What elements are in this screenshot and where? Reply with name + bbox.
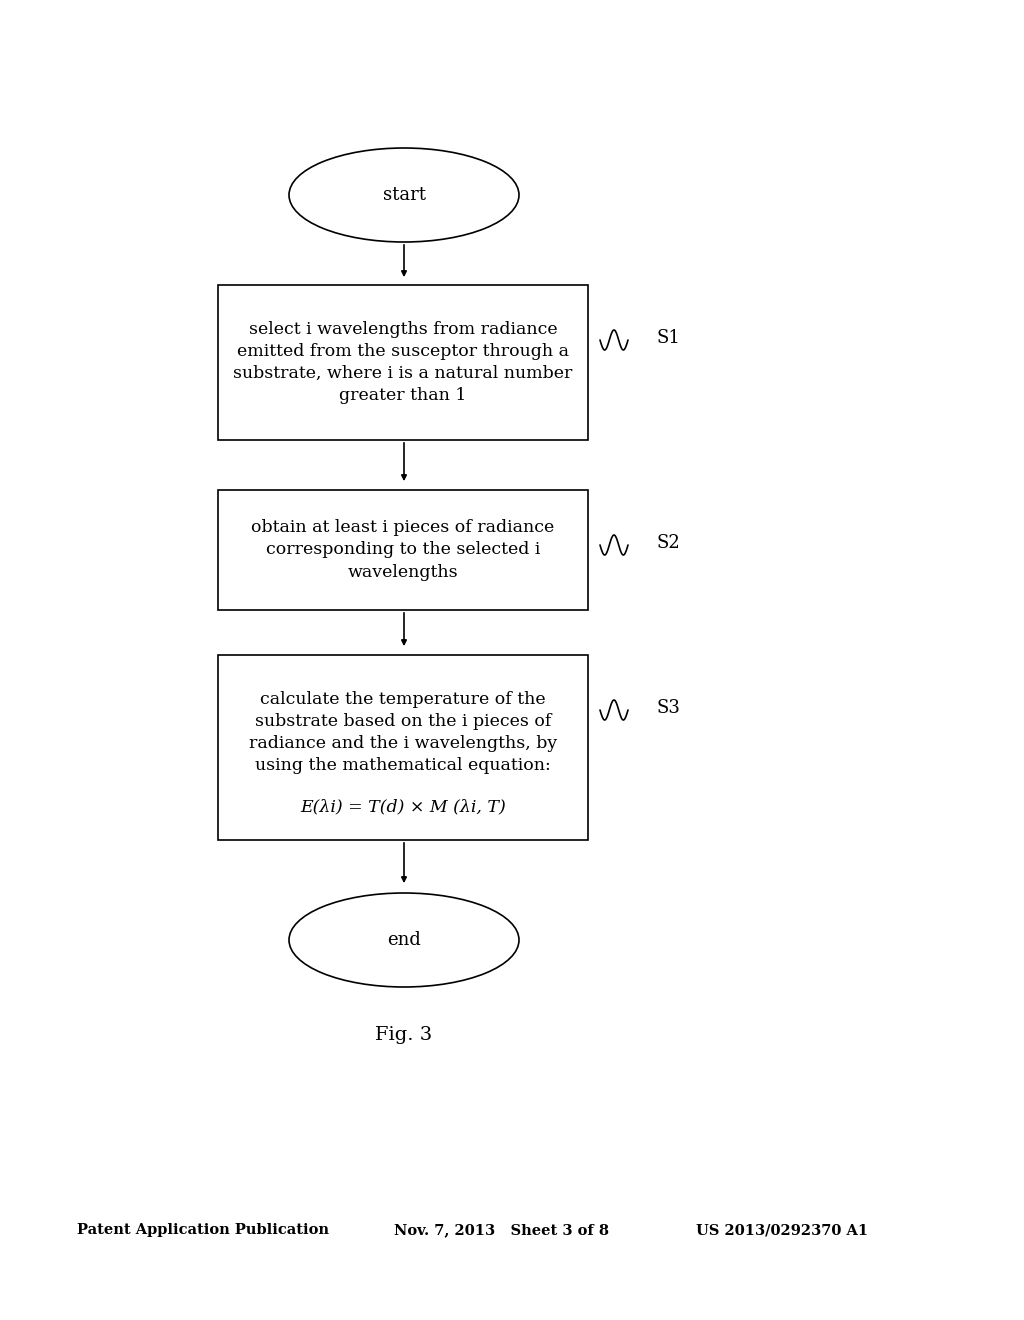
Text: S3: S3 bbox=[657, 700, 681, 717]
Bar bbox=[218, 490, 588, 610]
Text: S1: S1 bbox=[657, 329, 681, 347]
Bar bbox=[218, 655, 588, 840]
Text: Nov. 7, 2013   Sheet 3 of 8: Nov. 7, 2013 Sheet 3 of 8 bbox=[394, 1224, 609, 1237]
Text: Patent Application Publication: Patent Application Publication bbox=[77, 1224, 329, 1237]
Text: US 2013/0292370 A1: US 2013/0292370 A1 bbox=[696, 1224, 868, 1237]
Text: select i wavelengths from radiance
emitted from the susceptor through a
substrat: select i wavelengths from radiance emitt… bbox=[233, 321, 572, 404]
Text: S2: S2 bbox=[657, 535, 681, 552]
Text: start: start bbox=[383, 186, 426, 205]
Text: obtain at least i pieces of radiance
corresponding to the selected i
wavelengths: obtain at least i pieces of radiance cor… bbox=[251, 519, 555, 581]
Text: calculate the temperature of the
substrate based on the i pieces of
radiance and: calculate the temperature of the substra… bbox=[249, 690, 557, 775]
Text: E(λi) = T(d) × M (λi, T): E(λi) = T(d) × M (λi, T) bbox=[300, 799, 506, 816]
Text: end: end bbox=[387, 931, 421, 949]
Bar bbox=[218, 285, 588, 440]
Text: Fig. 3: Fig. 3 bbox=[376, 1026, 432, 1044]
